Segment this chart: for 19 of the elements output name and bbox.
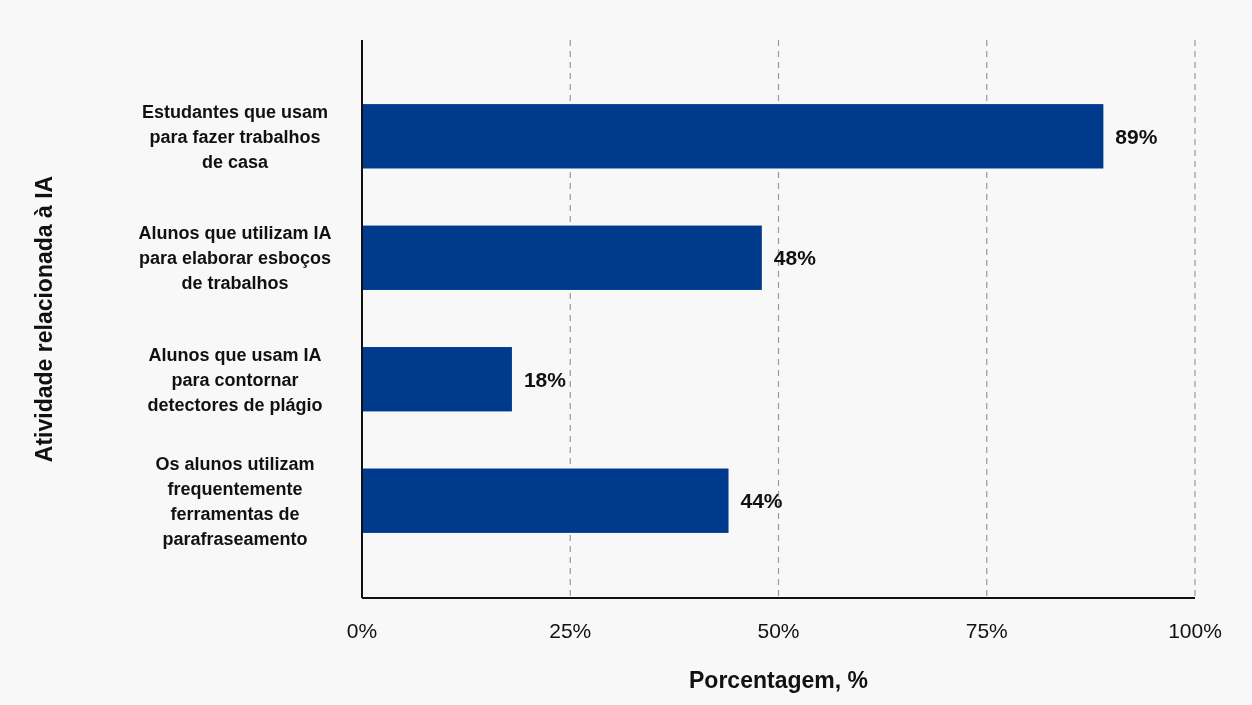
y-tick-label: Os alunos utilizam frequentemente ferramentas de parafraseamento [155, 453, 315, 549]
bar [362, 104, 1104, 169]
x-tick-label: 0% [346, 619, 378, 642]
y-tick-label: Estudantes que usam para fazer trabalhos de casa [141, 101, 329, 172]
x-tick-label: 100% [1168, 619, 1222, 642]
x-tick-label: 25% [549, 619, 592, 642]
bar [362, 468, 729, 533]
y-tick-label: Alunos que utilizam IA para elaborar esboços de trabalhos [138, 223, 332, 294]
x-tick-label: 75% [965, 619, 1008, 642]
y-axis-title: Atividade relacionada à IA [31, 175, 57, 463]
x-axis-title: Porcentagem, % [689, 667, 868, 693]
data-label: 18% [523, 367, 567, 391]
data-label: 44% [740, 489, 783, 513]
bar [362, 347, 512, 412]
y-tick-label: Alunos que usam IA para contornar detectores de plágio [147, 344, 323, 415]
x-tick-label: 50% [757, 619, 800, 642]
bar [362, 225, 762, 290]
data-label: 48% [773, 246, 817, 270]
data-label: 89% [1115, 124, 1158, 148]
